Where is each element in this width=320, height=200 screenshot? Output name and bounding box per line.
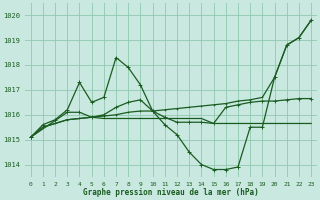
X-axis label: Graphe pression niveau de la mer (hPa): Graphe pression niveau de la mer (hPa) — [83, 188, 259, 197]
